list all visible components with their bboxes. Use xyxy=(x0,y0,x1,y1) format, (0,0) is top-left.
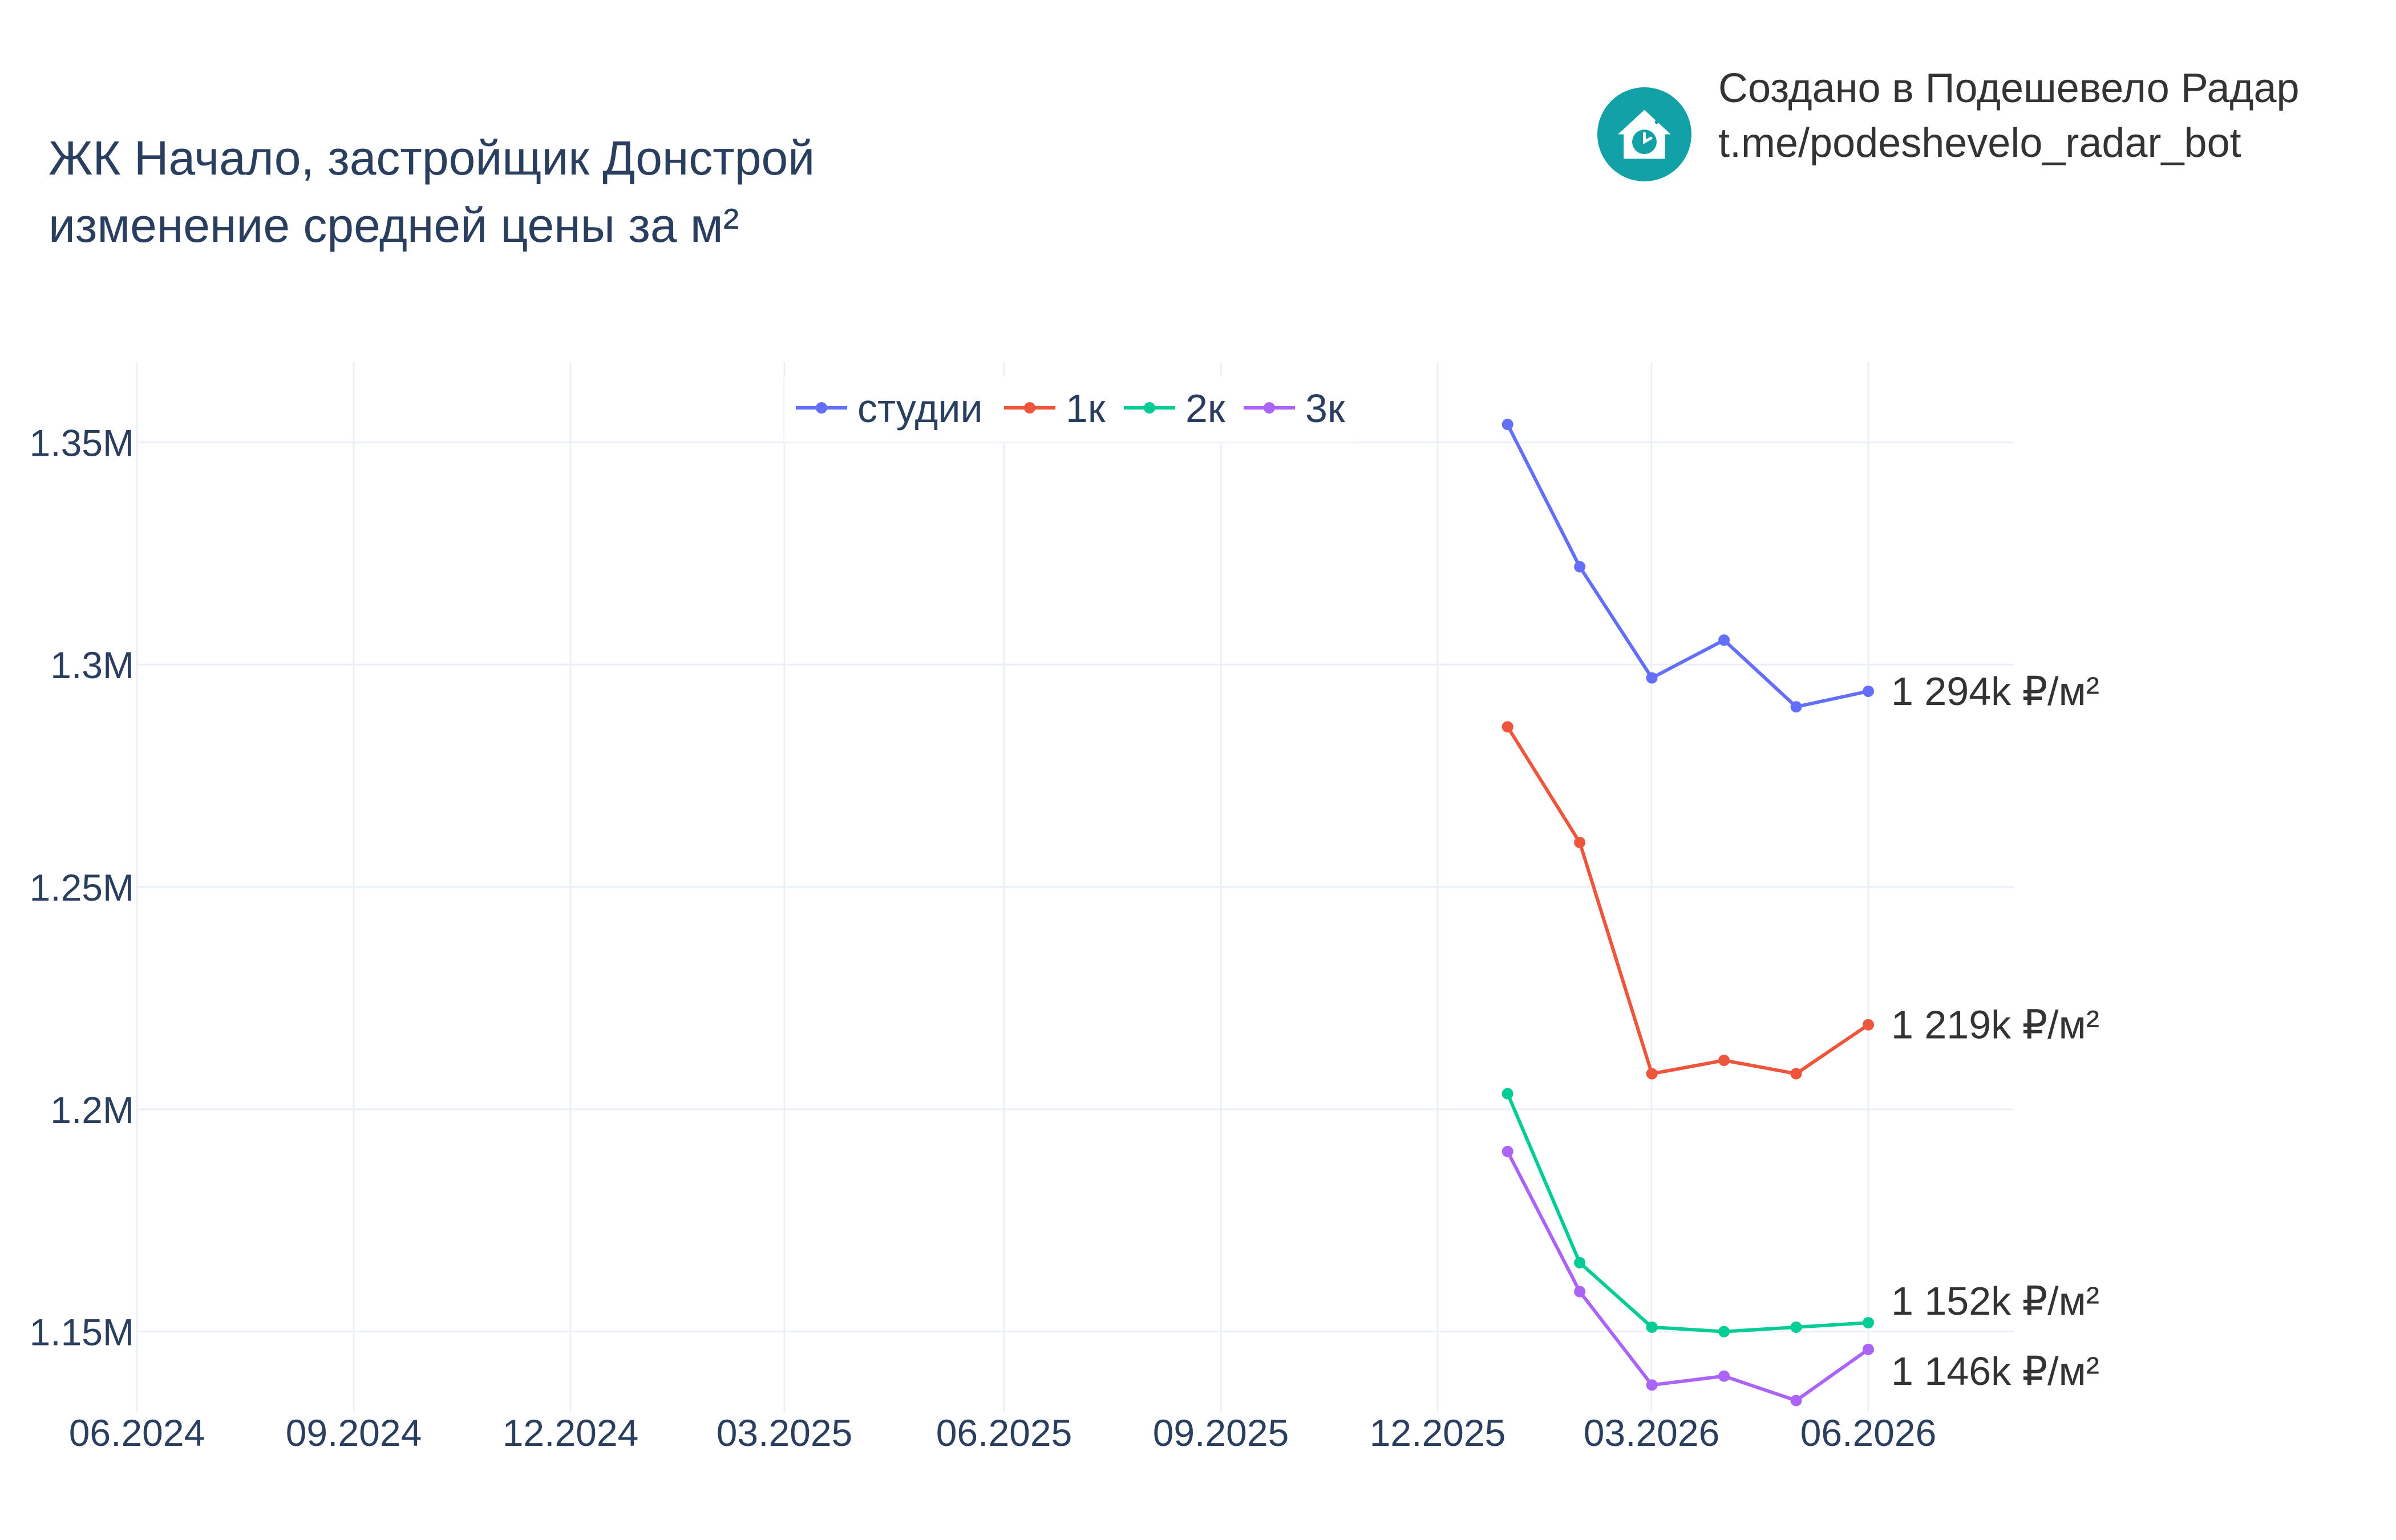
y-tick-label: 1.25M xyxy=(30,866,134,909)
data-point xyxy=(1646,672,1658,684)
end-value-label: 1 219k ₽/м² xyxy=(1891,1003,2099,1047)
y-tick-label: 1.2M xyxy=(50,1089,134,1131)
data-point xyxy=(1718,1326,1730,1338)
data-point xyxy=(1646,1068,1658,1080)
legend-marker xyxy=(1024,402,1035,414)
house-clock-icon xyxy=(1597,87,1691,181)
data-point xyxy=(1790,701,1802,713)
end-value-label: 1 294k ₽/м² xyxy=(1891,669,2099,714)
legend-label: студии xyxy=(857,386,983,431)
grid xyxy=(136,362,2014,1412)
series-line xyxy=(1506,726,1869,1076)
series-4 xyxy=(1501,1145,1874,1407)
x-tick-label: 12.2025 xyxy=(1370,1412,1506,1454)
legend: студии 1к 2к 3к xyxy=(784,376,1358,442)
data-point xyxy=(1718,634,1730,646)
legend-label: 2к xyxy=(1185,386,1225,431)
data-point xyxy=(1646,1379,1658,1391)
series-line xyxy=(1506,423,1869,709)
data-point xyxy=(1863,1019,1874,1031)
data-point xyxy=(1501,419,1513,431)
series-3 xyxy=(1501,1088,1874,1338)
end-value-label: 1 146k ₽/м² xyxy=(1891,1349,2099,1393)
end-labels: 1 294k ₽/м² 1 219k ₽/м² 1 152k ₽/м² 1 146k … xyxy=(1891,669,2099,1393)
legend-marker xyxy=(816,402,827,414)
data-point xyxy=(1574,837,1586,849)
legend-label: 1к xyxy=(1066,386,1106,431)
legend-item[interactable]: 2к xyxy=(1124,386,1225,431)
x-tick-label: 06.2024 xyxy=(69,1412,205,1454)
x-tick-label: 03.2025 xyxy=(717,1412,853,1454)
data-point xyxy=(1718,1055,1730,1067)
series xyxy=(1501,419,1874,1407)
data-point xyxy=(1574,1286,1586,1298)
data-point xyxy=(1574,561,1586,573)
brand-line2: t.me/podeshevelo_radar_bot xyxy=(1718,120,2241,166)
data-point xyxy=(1501,721,1513,733)
data-point xyxy=(1790,1395,1802,1407)
legend-marker xyxy=(1264,402,1275,414)
legend-marker xyxy=(1144,402,1155,414)
series-line xyxy=(1505,1093,1869,1334)
chart-title-line2: изменение средней цены за м² xyxy=(48,198,739,253)
data-point xyxy=(1718,1370,1730,1382)
data-point xyxy=(1863,1343,1874,1355)
x-tick-label: 09.2024 xyxy=(286,1412,422,1454)
x-tick-label: 06.2025 xyxy=(936,1412,1072,1454)
data-point xyxy=(1790,1321,1802,1333)
data-point xyxy=(1501,1145,1513,1157)
axes: 06.2024 09.2024 12.2024 03.2025 06.2025 09.20… xyxy=(30,422,1937,1454)
brand-line1: Создано в Подешевело Радар xyxy=(1718,66,2300,111)
series-line xyxy=(1506,1150,1869,1403)
data-point xyxy=(1501,1088,1513,1100)
chart-title: ЖК Начало, застройщик Донстрой изменение… xyxy=(48,124,815,260)
data-point xyxy=(1863,1317,1874,1329)
legend-label: 3к xyxy=(1305,386,1345,431)
data-point xyxy=(1646,1321,1658,1333)
y-tick-label: 1.15M xyxy=(30,1311,134,1353)
data-point xyxy=(1574,1257,1586,1269)
legend-item[interactable]: 1к xyxy=(1004,386,1106,431)
y-tick-label: 1.3M xyxy=(50,644,134,686)
series-2 xyxy=(1501,721,1874,1080)
x-tick-label: 03.2026 xyxy=(1584,1412,1720,1454)
end-value-label: 1 152k ₽/м² xyxy=(1891,1279,2099,1323)
x-tick-label: 12.2024 xyxy=(503,1412,639,1454)
legend-item[interactable]: студии xyxy=(796,386,983,431)
data-point xyxy=(1863,685,1874,697)
y-tick-label: 1.35M xyxy=(30,422,134,464)
chart-title-line1: ЖК Начало, застройщик Донстрой xyxy=(48,131,815,185)
x-tick-label: 09.2025 xyxy=(1153,1412,1289,1454)
series-1 xyxy=(1501,419,1874,713)
legend-item[interactable]: 3к xyxy=(1244,386,1345,431)
x-tick-label: 06.2026 xyxy=(1800,1412,1937,1454)
data-point xyxy=(1790,1068,1802,1080)
